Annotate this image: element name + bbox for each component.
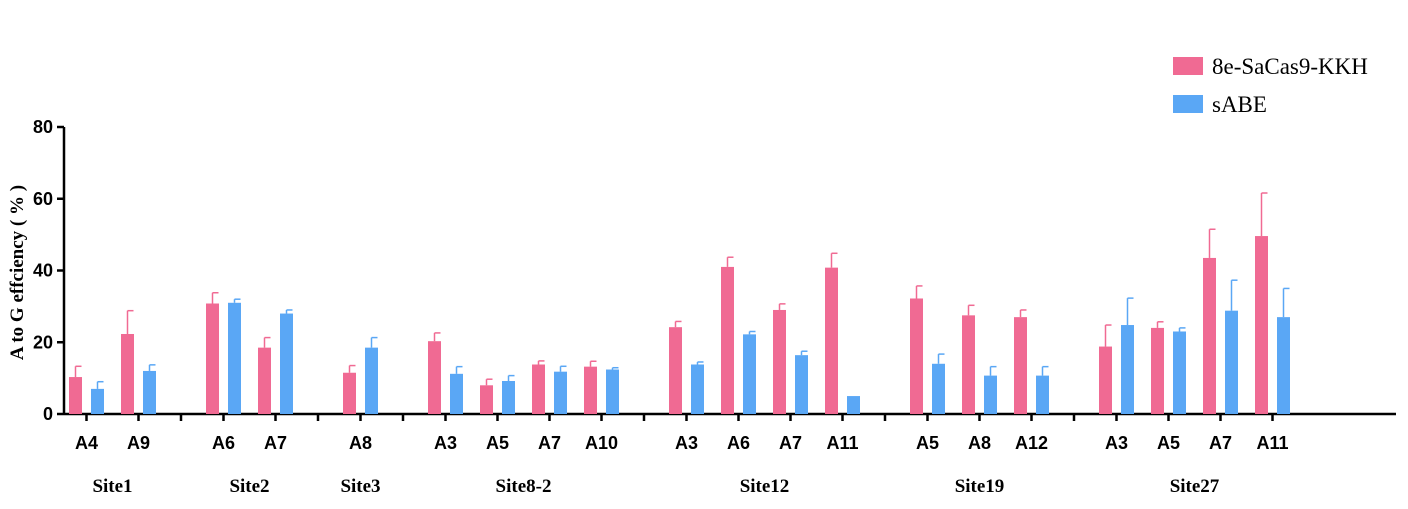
legend-swatch-8e-sacas9-kkh [1173,57,1203,75]
bar-site8-2-a3-sabe [450,373,463,414]
x-tick-label: A3 [1105,433,1128,453]
group-label-site8-2: Site8-2 [496,476,552,497]
x-tick-label: A5 [486,433,509,453]
y-tick-label: 0 [43,404,53,424]
group-label-site19: Site19 [955,476,1005,497]
x-tick-label: A8 [349,433,372,453]
bar-site8-2-a3-8e-sacas9-kkh [428,341,441,414]
bar-site19-a8-8e-sacas9-kkh [962,315,975,414]
bar-site8-2-a7-8e-sacas9-kkh [532,364,545,414]
bar-site27-a5-sabe [1173,331,1186,414]
legend-label-8e-sacas9-kkh: 8e-SaCas9-KKH [1212,54,1368,79]
bar-site19-a8-sabe [984,375,997,414]
group-label-site27: Site27 [1170,476,1220,497]
bar-site8-2-a5-sabe [502,380,515,414]
bar-site8-2-a10-sabe [606,369,619,414]
bar-site27-a3-sabe [1121,325,1134,414]
bar-site8-2-a10-8e-sacas9-kkh [584,366,597,414]
bar-site8-2-a7-sabe [554,371,567,414]
y-axis-label: A to G effciency ( % ) [7,185,28,360]
bar-site19-a12-sabe [1036,375,1049,414]
bar-site12-a6-8e-sacas9-kkh [721,266,734,414]
y-tick-label: 20 [33,332,53,352]
bar-site27-a11-8e-sacas9-kkh [1255,236,1268,414]
x-tick-label: A3 [675,433,698,453]
bar-site8-2-a5-8e-sacas9-kkh [480,385,493,414]
x-tick-label: A12 [1015,433,1048,453]
x-axis: A4 A9 Site1 A6 A7 Site2 A8 Site3 A3 A5 A7 A10 Site8-… [64,412,1396,497]
group-label-site1: Site1 [92,476,132,497]
bar-site2-a6-8e-sacas9-kkh [206,303,219,414]
bar-site27-a3-8e-sacas9-kkh [1099,346,1112,414]
bar-site2-a7-sabe [280,313,293,414]
bar-site19-a5-8e-sacas9-kkh [910,298,923,414]
x-tick-label: A7 [1209,433,1232,453]
x-tick-label: A7 [264,433,287,453]
x-tick-label: A5 [1157,433,1180,453]
group-label-site3: Site3 [340,476,380,497]
y-tick-label: 60 [33,189,53,209]
bar-site27-a11-sabe [1277,317,1290,414]
legend: 8e-SaCas9-KKH sABE [1173,54,1368,117]
bar-site1-a4-8e-sacas9-kkh [69,377,82,414]
bar-site19-a12-8e-sacas9-kkh [1014,317,1027,414]
legend-label-sabe: sABE [1212,92,1267,117]
legend-swatch-sabe [1173,95,1203,113]
bar-site12-a6-sabe [743,334,756,414]
bar-site2-a6-sabe [228,302,241,414]
bars [69,192,1290,414]
bar-site12-a7-8e-sacas9-kkh [773,309,786,414]
bar-site1-a4-sabe [91,388,104,414]
x-tick-label: A6 [212,433,235,453]
x-tick-label: A11 [1256,433,1288,453]
bar-site3-a8-sabe [365,347,378,414]
y-axis: 0 20 40 60 80 [33,117,66,424]
bar-site12-a3-8e-sacas9-kkh [669,327,682,414]
bar-site12-a7-sabe [795,355,808,414]
bar-site3-a8-8e-sacas9-kkh [343,372,356,414]
x-tick-label: A7 [779,433,802,453]
x-tick-label: A9 [127,433,150,453]
x-tick-label: A5 [916,433,939,453]
group-label-site2: Site2 [229,476,269,497]
x-tick-label: A3 [434,433,457,453]
y-tick-label: 40 [33,261,53,281]
bar-site19-a5-sabe [932,363,945,414]
bar-site12-a11-8e-sacas9-kkh [825,267,838,414]
x-tick-label: A4 [75,433,98,453]
x-tick-label: A8 [968,433,991,453]
bar-site12-a11-sabe [847,396,860,414]
y-tick-label: 80 [33,117,53,137]
x-tick-label: A11 [826,433,858,453]
x-tick-label: A7 [538,433,561,453]
bar-site1-a9-8e-sacas9-kkh [121,333,134,414]
x-tick-label: A10 [585,433,618,453]
bar-site2-a7-8e-sacas9-kkh [258,347,271,414]
bar-site27-a7-8e-sacas9-kkh [1203,257,1216,414]
bar-site27-a5-8e-sacas9-kkh [1151,327,1164,414]
bar-site27-a7-sabe [1225,310,1238,414]
bar-site1-a9-sabe [143,370,156,414]
bar-site12-a3-sabe [691,364,704,414]
x-tick-label: A6 [727,433,750,453]
group-label-site12: Site12 [740,476,790,497]
